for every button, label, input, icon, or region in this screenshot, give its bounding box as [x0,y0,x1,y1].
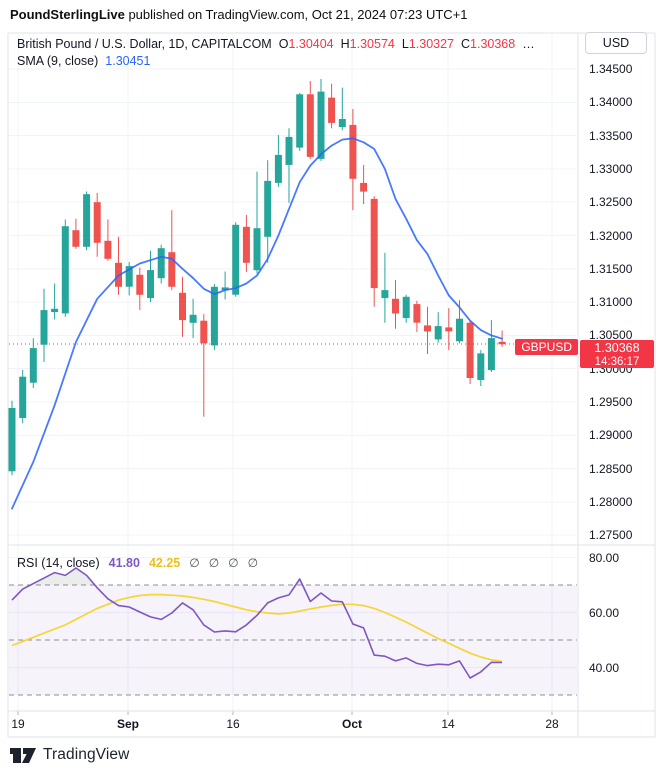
time-axis-label: 28 [545,717,559,731]
empty-set-icon: ∅ [208,556,220,570]
rsi-label: RSI (14, close) [17,556,100,570]
empty-set-icon: ∅ [228,556,239,570]
ohlc-value: 1.30368 [470,37,516,51]
ohlc-value: 1.30574 [349,37,395,51]
sma-value: 1.30451 [105,54,151,68]
price-tick-label: 1.31500 [589,261,633,276]
rsi-tick-label: 80.00 [589,550,620,565]
price-tick-label: 1.28500 [589,461,633,476]
publish-info: published on TradingView.com, Oct 21, 20… [124,7,468,22]
bar-countdown: 14:36:17 [594,356,640,368]
rsi-legend: RSI (14, close) 41.80 42.25 ∅ ∅ ∅ ∅ [17,556,258,570]
tradingview-mark-icon [10,747,36,763]
empty-set-icon: ∅ [189,556,200,570]
price-tick-label: 1.33500 [589,128,633,143]
ohlc-letter: O [278,37,289,51]
sma-label: SMA (9, close) [17,54,99,68]
ohlc-letter: C [461,37,471,51]
price-tick-label: 1.27500 [589,528,633,543]
current-price-label: 1.30368 14:36:17 [580,340,654,368]
price-tick-label: 1.29000 [589,428,633,443]
ohlc-letter: L [401,37,409,51]
price-tick-label: 1.34500 [589,62,633,76]
symbol-price-flag: GBPUSD [515,339,578,355]
legend-ellipsis: … [522,37,535,51]
ohlc-letter: H [340,37,350,51]
price-tick-label: 1.28000 [589,494,633,509]
empty-set-icon: ∅ [247,556,259,570]
currency-usd-button[interactable]: USD [585,32,647,54]
time-axis-label: Sep [116,717,140,731]
time-axis-label: 14 [441,717,455,731]
symbol-legend: British Pound / U.S. Dollar, 1D, CAPITAL… [17,37,535,51]
tradingview-logo-link[interactable]: TradingView [10,744,129,766]
tradingview-wordmark: TradingView [43,746,130,763]
ohlc-value: 1.30404 [288,37,334,51]
price-tick-label: 1.29500 [589,395,633,409]
page-title: PoundSterlingLive published on TradingVi… [10,7,468,22]
ohlc-values: O1.30404 H1.30574 L1.30327 C1.30368 [272,37,516,51]
rsi-empty-set-icons: ∅ ∅ ∅ ∅ [180,556,258,570]
price-tick-label: 1.34000 [589,95,633,110]
author-name: PoundSterlingLive [10,7,125,22]
pane-resize-handle[interactable] [8,543,578,547]
sma-legend: SMA (9, close) 1.30451 [17,54,150,68]
price-tick-label: 1.32000 [589,228,633,243]
ohlc-value: 1.30327 [408,37,454,51]
price-tick-label: 1.33000 [589,161,633,176]
symbol-title: British Pound / U.S. Dollar, 1D, CAPITAL… [17,37,272,51]
price-tick-label: 1.31000 [589,295,633,310]
rsi-tick-label: 60.00 [589,605,620,620]
current-price-value: 1.30368 [594,341,640,355]
rsi-value: 41.80 [108,556,140,570]
time-axis-label: 16 [226,717,240,731]
rsi-ma-value: 42.25 [148,556,181,570]
price-tick-label: 1.30500 [589,328,633,343]
price-tick-label: 1.32500 [589,195,633,210]
time-axis-label: 19 [11,717,25,731]
time-axis-label: Oct [341,717,363,731]
rsi-tick-label: 40.00 [589,660,620,675]
